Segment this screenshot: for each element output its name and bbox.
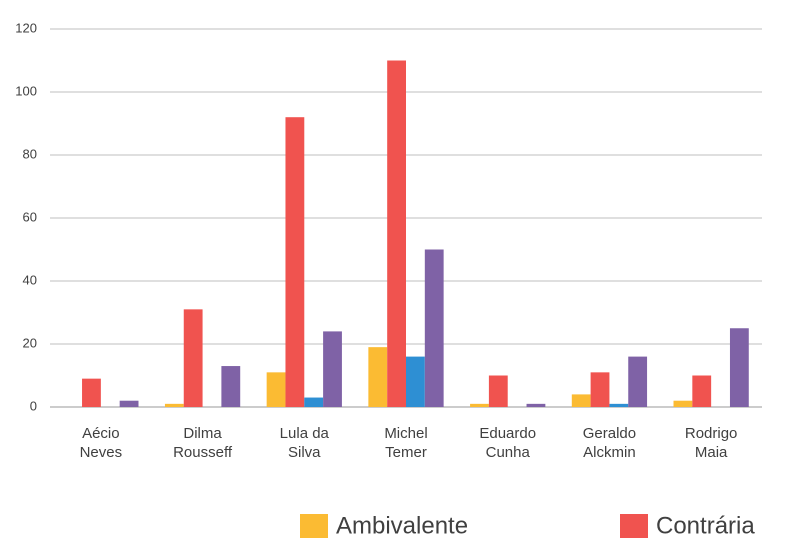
y-tick-label: 100 xyxy=(15,83,37,98)
y-tick-label: 0 xyxy=(30,398,37,413)
bar xyxy=(164,403,184,407)
bar xyxy=(304,397,324,407)
x-tick-label: Lula da xyxy=(280,425,330,442)
y-tick-label: 40 xyxy=(23,272,37,287)
bar xyxy=(119,400,139,407)
x-tick-label: Temer xyxy=(385,444,427,461)
x-tick-label: Aécio xyxy=(82,425,120,442)
y-tick-label: 60 xyxy=(23,209,37,224)
y-tick-label: 20 xyxy=(23,335,37,350)
x-tick-label: Michel xyxy=(384,425,427,442)
bar xyxy=(673,400,693,407)
bar xyxy=(424,249,444,407)
bar xyxy=(526,403,546,407)
x-tick-label: Cunha xyxy=(486,444,531,461)
legend-label: Ambivalente xyxy=(336,512,468,538)
y-tick-label: 120 xyxy=(15,20,37,35)
bar xyxy=(183,309,203,407)
x-tick-label: Dilma xyxy=(183,425,222,442)
bar xyxy=(82,378,101,407)
bar xyxy=(285,117,305,407)
bar xyxy=(368,347,388,407)
x-tick-label: Alckmin xyxy=(583,444,636,461)
bar xyxy=(488,375,508,407)
x-tick-label: Maia xyxy=(695,444,728,461)
legend-label: Contrária xyxy=(656,512,755,538)
x-tick-label: Silva xyxy=(288,444,321,461)
bar xyxy=(628,356,648,407)
bar xyxy=(406,356,425,407)
bar xyxy=(729,328,749,407)
x-tick-label: Geraldo xyxy=(583,425,636,442)
bar xyxy=(266,372,286,407)
bar xyxy=(692,375,712,407)
x-tick-label: Eduardo xyxy=(479,425,536,442)
legend-swatch xyxy=(620,514,648,538)
x-tick-label: Rousseff xyxy=(173,444,233,461)
legend-swatch xyxy=(300,514,328,538)
x-tick-label: Neves xyxy=(80,444,123,461)
bar xyxy=(590,372,610,407)
x-tick-label: Rodrigo xyxy=(685,425,738,442)
bar xyxy=(470,403,489,407)
bar xyxy=(609,403,629,407)
bar xyxy=(221,366,241,407)
bar xyxy=(571,394,591,407)
y-tick-label: 80 xyxy=(23,146,37,161)
bar xyxy=(323,331,342,407)
bar xyxy=(387,60,406,407)
